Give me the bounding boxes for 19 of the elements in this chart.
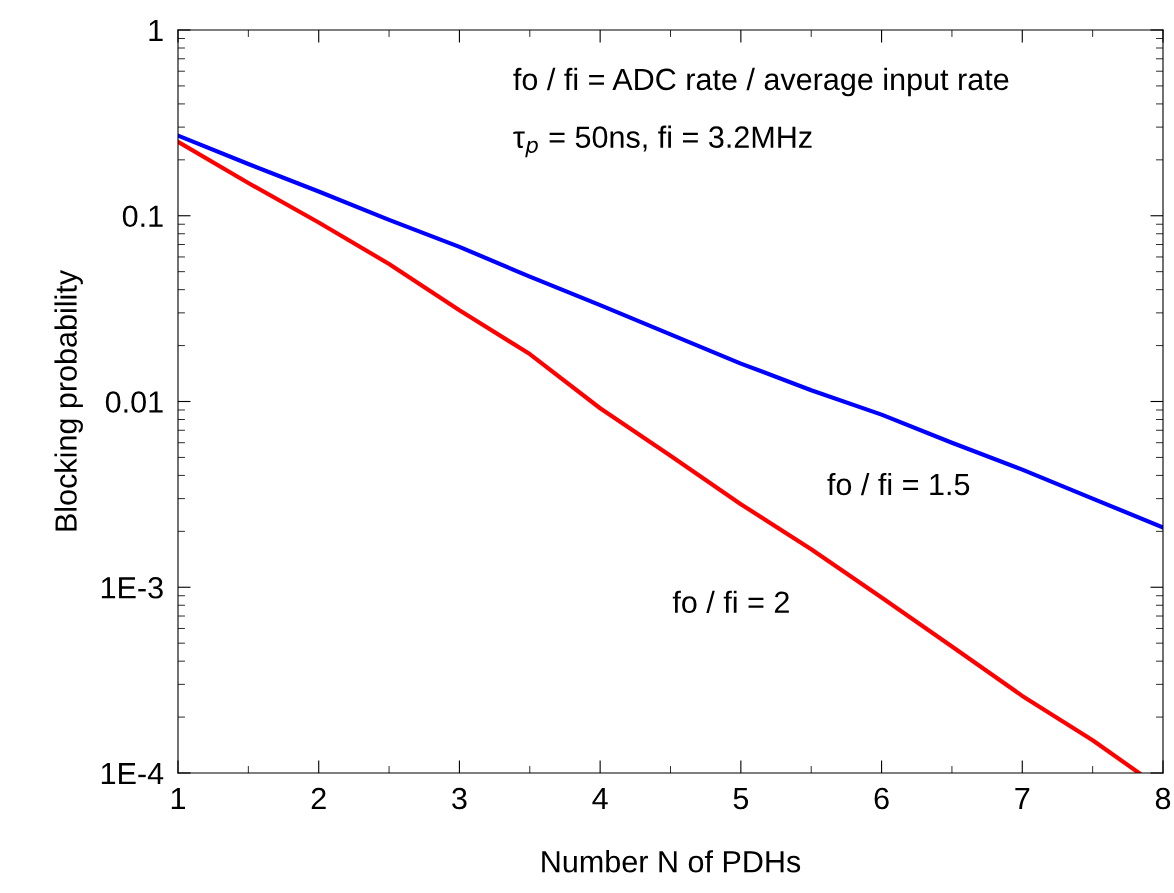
x-tick-label: 8 [1155, 787, 1171, 810]
x-tick-label: 1 [171, 788, 186, 810]
series-label: fo / fi = 1.5 [827, 472, 970, 496]
y-tick-label: 1E-4 [101, 763, 164, 785]
x-tick-label: 2 [311, 787, 326, 810]
annotation: τ$_{p}$ = 50ns, fi = 3.2MHz [513, 125, 812, 158]
y-tick-label: 1E-3 [101, 576, 163, 599]
y-tick-label: 0.01 [105, 391, 163, 413]
y-tick-label: 0.1 [122, 205, 163, 228]
y-axis-title: Blocking probability [54, 269, 83, 531]
y-tick-label: 1 [149, 20, 163, 42]
x-tick-label: 4 [592, 788, 608, 810]
x-tick-label: 7 [1015, 788, 1030, 810]
x-tick-label: 6 [874, 787, 889, 810]
x-tick-label: 3 [452, 787, 467, 810]
series-label: fo / fi = 2 [672, 590, 789, 614]
annotation: fo / fi = ADC rate / average input rate [513, 67, 1009, 97]
x-axis-title: Number N of PDHs [542, 850, 801, 873]
x-tick-label: 5 [733, 788, 749, 810]
